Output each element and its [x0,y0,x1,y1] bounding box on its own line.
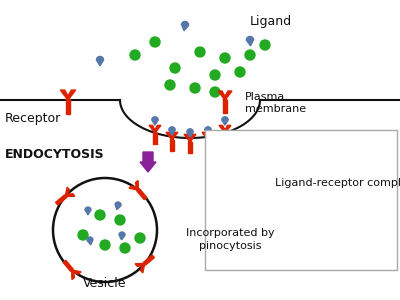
Polygon shape [66,90,76,100]
Polygon shape [152,117,158,125]
Polygon shape [223,91,232,100]
Circle shape [150,37,160,47]
Polygon shape [65,187,69,198]
Polygon shape [115,202,121,210]
FancyArrow shape [140,152,156,172]
Polygon shape [170,132,178,140]
Polygon shape [218,91,227,100]
Polygon shape [246,36,254,46]
Circle shape [235,67,245,77]
Polygon shape [85,207,91,215]
Polygon shape [263,151,272,160]
Bar [188,142,192,153]
Polygon shape [96,56,104,66]
Polygon shape [187,129,193,137]
Text: ENDOCYTOSIS: ENDOCYTOSIS [5,148,105,161]
Circle shape [170,63,180,73]
Circle shape [120,243,130,253]
Bar [223,100,227,113]
Bar [63,260,73,271]
Polygon shape [72,269,74,280]
Text: Receptor: Receptor [5,112,61,125]
Circle shape [130,50,140,60]
Polygon shape [262,144,268,152]
Bar [170,140,174,151]
Text: Incorporated by
pinocytosis: Incorporated by pinocytosis [186,228,274,251]
Circle shape [195,47,205,57]
Polygon shape [258,151,267,160]
Polygon shape [70,270,81,274]
Circle shape [225,210,235,220]
Circle shape [260,40,270,50]
Circle shape [100,240,110,250]
Polygon shape [169,127,175,135]
Polygon shape [205,127,211,135]
Bar [144,255,154,265]
Circle shape [115,215,125,225]
Circle shape [135,233,145,243]
Bar [137,189,147,200]
Circle shape [245,50,255,60]
Polygon shape [64,194,75,196]
Circle shape [210,70,220,80]
Bar [263,160,267,173]
Circle shape [210,87,220,97]
Polygon shape [60,90,70,100]
Bar [223,133,227,144]
Text: Ligand: Ligand [250,15,292,28]
Polygon shape [153,125,161,133]
Polygon shape [219,125,227,133]
Circle shape [220,53,230,63]
FancyBboxPatch shape [205,130,397,270]
Bar [153,133,157,144]
Polygon shape [136,181,138,191]
Polygon shape [149,125,157,133]
Polygon shape [223,125,231,133]
Circle shape [165,80,175,90]
Bar [66,100,70,114]
Polygon shape [87,237,93,245]
Bar [206,140,210,151]
Polygon shape [129,186,140,190]
Circle shape [190,83,200,93]
Polygon shape [141,262,145,273]
Polygon shape [182,21,188,31]
Bar [56,195,66,205]
Polygon shape [119,232,125,240]
Circle shape [95,210,105,220]
Text: Vesicle: Vesicle [83,277,127,290]
Text: Plasma
membrane: Plasma membrane [245,92,306,114]
Circle shape [78,230,88,240]
Polygon shape [206,132,214,140]
Polygon shape [166,132,174,140]
Polygon shape [135,263,146,266]
Text: Ligand-receptor complex: Ligand-receptor complex [275,178,400,188]
Polygon shape [188,134,196,142]
Polygon shape [222,117,228,125]
Polygon shape [202,132,210,140]
Polygon shape [184,134,192,142]
